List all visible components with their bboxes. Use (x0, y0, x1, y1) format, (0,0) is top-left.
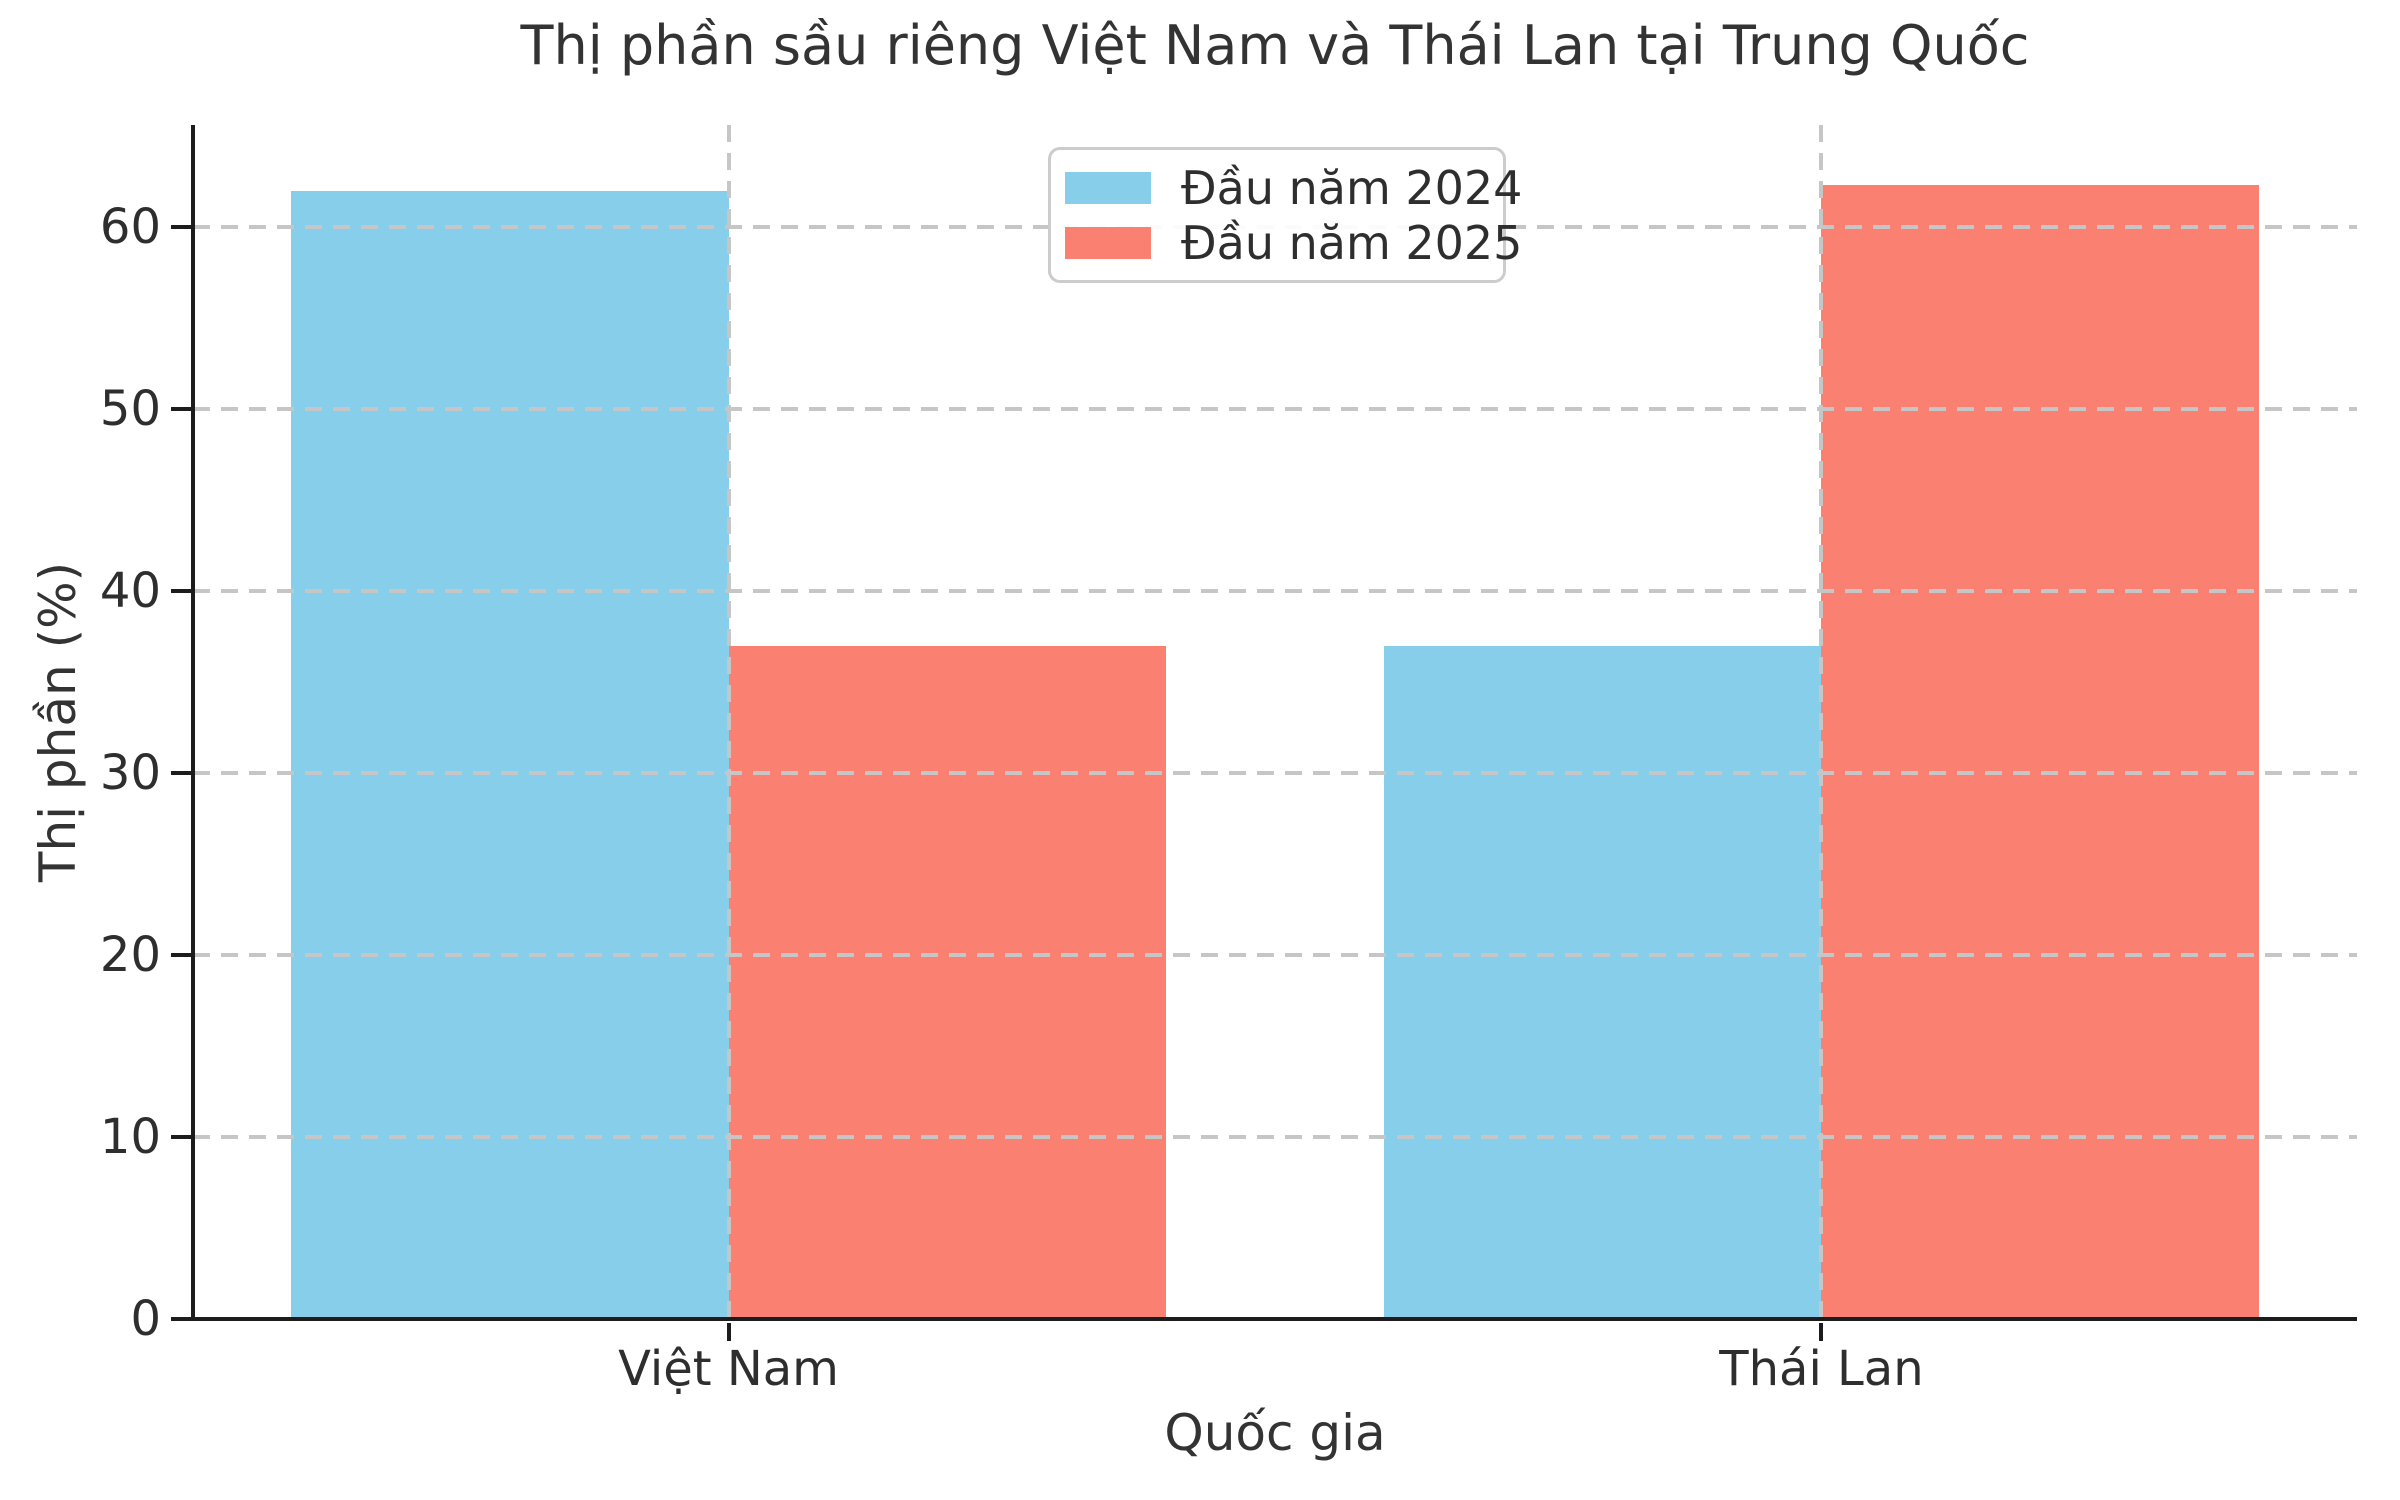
gridline-y (193, 952, 2357, 957)
bar (1384, 645, 1822, 1319)
y-tick-label: 0 (130, 1291, 161, 1347)
y-tick-mark (171, 1317, 191, 1321)
bar (1821, 185, 2259, 1319)
gridline-y (193, 1134, 2357, 1139)
y-tick-mark (171, 588, 191, 593)
y-tick-label: 40 (99, 562, 161, 619)
y-tick-label: 20 (99, 926, 161, 983)
gridline-x (1819, 125, 1824, 1319)
gridline-y (193, 588, 2357, 593)
legend-swatch (1065, 226, 1151, 259)
x-tick-label: Việt Nam (618, 1341, 839, 1397)
gridline-x (726, 125, 731, 1319)
plot-area: 0 10 20 30 40 50 60 Việt Nam Thái Lan (100, 125, 2357, 1393)
gridline-y (193, 770, 2357, 775)
legend-item: Đầu năm 2024 (1065, 165, 1522, 211)
legend: Đầu năm 2024 Đầu năm 2025 (1048, 147, 1522, 283)
x-tick-label: Thái Lan (1719, 1341, 1924, 1397)
y-tick-mark (171, 224, 191, 229)
bar (728, 645, 1166, 1319)
chart-title: Thị phần sầu riêng Việt Nam và Thái Lan … (520, 14, 2030, 77)
legend-label: Đầu năm 2025 (1181, 215, 1523, 270)
y-tick-mark (171, 770, 191, 775)
y-axis-spine (191, 125, 195, 1321)
gridline-y (193, 406, 2357, 411)
legend-swatch (1065, 171, 1151, 204)
y-tick-mark (171, 952, 191, 957)
y-axis-label: Thị phần (%) (29, 561, 87, 883)
x-axis-spine (191, 1317, 2357, 1321)
y-tick-label: 30 (99, 744, 161, 801)
y-tick-mark (171, 1134, 191, 1139)
x-tick-mark (1819, 1323, 1824, 1341)
y-tick-label: 10 (99, 1108, 161, 1165)
x-axis-label: Quốc gia (1164, 1404, 1386, 1462)
x-tick-mark (726, 1323, 731, 1341)
y-tick-label: 60 (99, 198, 161, 255)
y-tick-mark (171, 406, 191, 411)
bar (291, 190, 729, 1319)
legend-label: Đầu năm 2024 (1181, 160, 1523, 215)
legend-item: Đầu năm 2025 (1065, 220, 1522, 266)
y-tick-label: 50 (99, 380, 161, 437)
